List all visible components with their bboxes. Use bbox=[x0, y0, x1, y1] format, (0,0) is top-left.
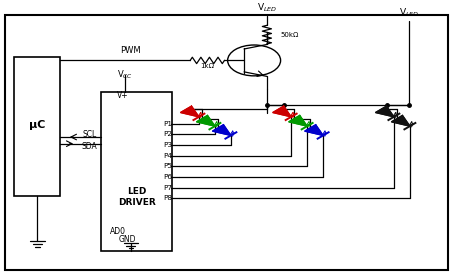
Bar bbox=[101, 92, 172, 251]
Text: P5: P5 bbox=[163, 163, 172, 169]
Bar bbox=[14, 57, 60, 195]
Text: PWM: PWM bbox=[120, 46, 141, 55]
Polygon shape bbox=[376, 106, 394, 117]
Text: V$_{LED}$: V$_{LED}$ bbox=[399, 6, 420, 19]
Polygon shape bbox=[392, 115, 410, 126]
Polygon shape bbox=[305, 125, 323, 136]
Text: LED
DRIVER: LED DRIVER bbox=[118, 187, 156, 206]
Text: P7: P7 bbox=[163, 185, 172, 190]
Text: AD0: AD0 bbox=[110, 227, 126, 236]
Polygon shape bbox=[180, 106, 199, 117]
Text: SCL: SCL bbox=[82, 130, 97, 139]
Text: 1kΩ: 1kΩ bbox=[200, 63, 214, 69]
Text: P4: P4 bbox=[163, 153, 172, 159]
Text: SDA: SDA bbox=[82, 142, 98, 151]
Text: μC: μC bbox=[29, 120, 45, 130]
Text: P2: P2 bbox=[163, 131, 172, 137]
Polygon shape bbox=[273, 106, 291, 117]
Text: P3: P3 bbox=[163, 142, 172, 148]
Text: P8: P8 bbox=[163, 195, 172, 201]
Text: GND: GND bbox=[119, 235, 136, 244]
Text: V$_{CC}$: V$_{CC}$ bbox=[117, 68, 133, 81]
Text: P6: P6 bbox=[163, 174, 172, 180]
Text: V+: V+ bbox=[117, 91, 129, 100]
Text: 50kΩ: 50kΩ bbox=[281, 32, 299, 38]
Polygon shape bbox=[196, 115, 215, 126]
Text: V$_{LED}$: V$_{LED}$ bbox=[257, 2, 277, 14]
Polygon shape bbox=[213, 125, 231, 136]
Text: P1: P1 bbox=[163, 121, 172, 127]
Polygon shape bbox=[289, 115, 307, 126]
